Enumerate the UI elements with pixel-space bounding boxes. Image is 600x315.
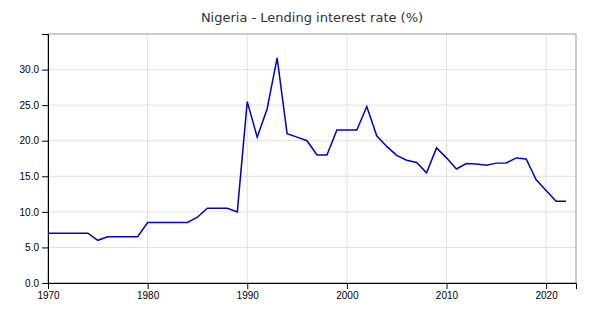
tick-mark [42, 176, 48, 177]
tick: 5.0 [25, 242, 48, 253]
grid-line [48, 105, 576, 106]
tick-mark [546, 283, 547, 289]
tick: 25.0 [20, 100, 48, 111]
tick-label: 15.0 [20, 171, 40, 182]
grid-line [346, 34, 347, 283]
tick-mark [42, 141, 48, 142]
tick-label: 30.0 [20, 64, 40, 75]
tick-label: 25.0 [20, 100, 40, 111]
line [48, 58, 566, 240]
y-axis: 0.0 5.0 10.0 15.0 20.0 25.0 30.0 [20, 35, 49, 289]
tick-mark [148, 283, 149, 289]
tick: 2020 [535, 283, 558, 301]
tick: 15.0 [20, 171, 48, 182]
marks [48, 58, 566, 240]
tick: 1980 [137, 283, 160, 301]
tick-label: 1980 [137, 290, 160, 301]
tick-label: 0.0 [25, 278, 39, 289]
grid-line [546, 34, 547, 283]
tick-mark [42, 70, 48, 71]
tick-mark [42, 247, 48, 248]
tick: 30.0 [20, 64, 48, 75]
tick: 2000 [336, 283, 359, 301]
tick-label: 1990 [237, 290, 260, 301]
grid-line [48, 140, 576, 141]
grid-line [48, 69, 576, 70]
grid-line [48, 211, 576, 212]
tick: 10.0 [20, 207, 48, 218]
tick-mark [446, 283, 447, 289]
tick-mark [42, 283, 48, 284]
tick-label: 20.0 [20, 135, 40, 146]
tick-label: 5.0 [25, 242, 39, 253]
tick-label: 2000 [336, 290, 359, 301]
tick: 20.0 [20, 135, 48, 146]
grid-line [247, 34, 248, 283]
tick: 1990 [237, 283, 260, 301]
grid-line [147, 34, 148, 283]
axis-line [49, 284, 577, 290]
axis-line [42, 35, 49, 284]
tick-label: 2020 [535, 290, 558, 301]
grid-line [48, 247, 576, 248]
title: Nigeria - Lending interest rate (%) [201, 10, 423, 25]
plot: 1970 1980 1990 2000 2010 2020 0.0 5.0 10.0 15.0 20… [20, 34, 577, 301]
tick-label: 2010 [436, 290, 459, 301]
tick: 1970 [37, 283, 60, 301]
grid [48, 34, 576, 283]
tick-label: 10.0 [20, 207, 40, 218]
tick: 2010 [436, 283, 459, 301]
tick: 0.0 [25, 278, 48, 289]
tick-mark [42, 105, 48, 106]
tick-label: 1970 [37, 290, 60, 301]
tick-mark [42, 212, 48, 213]
plot-frame [48, 34, 576, 283]
chart: 1970 1980 1990 2000 2010 2020 0.0 5.0 10.0 15.0 20… [0, 0, 600, 315]
tick-mark [347, 283, 348, 289]
tick-mark [247, 283, 248, 289]
x-axis: 1970 1980 1990 2000 2010 2020 [37, 283, 576, 301]
grid-line [48, 176, 576, 177]
